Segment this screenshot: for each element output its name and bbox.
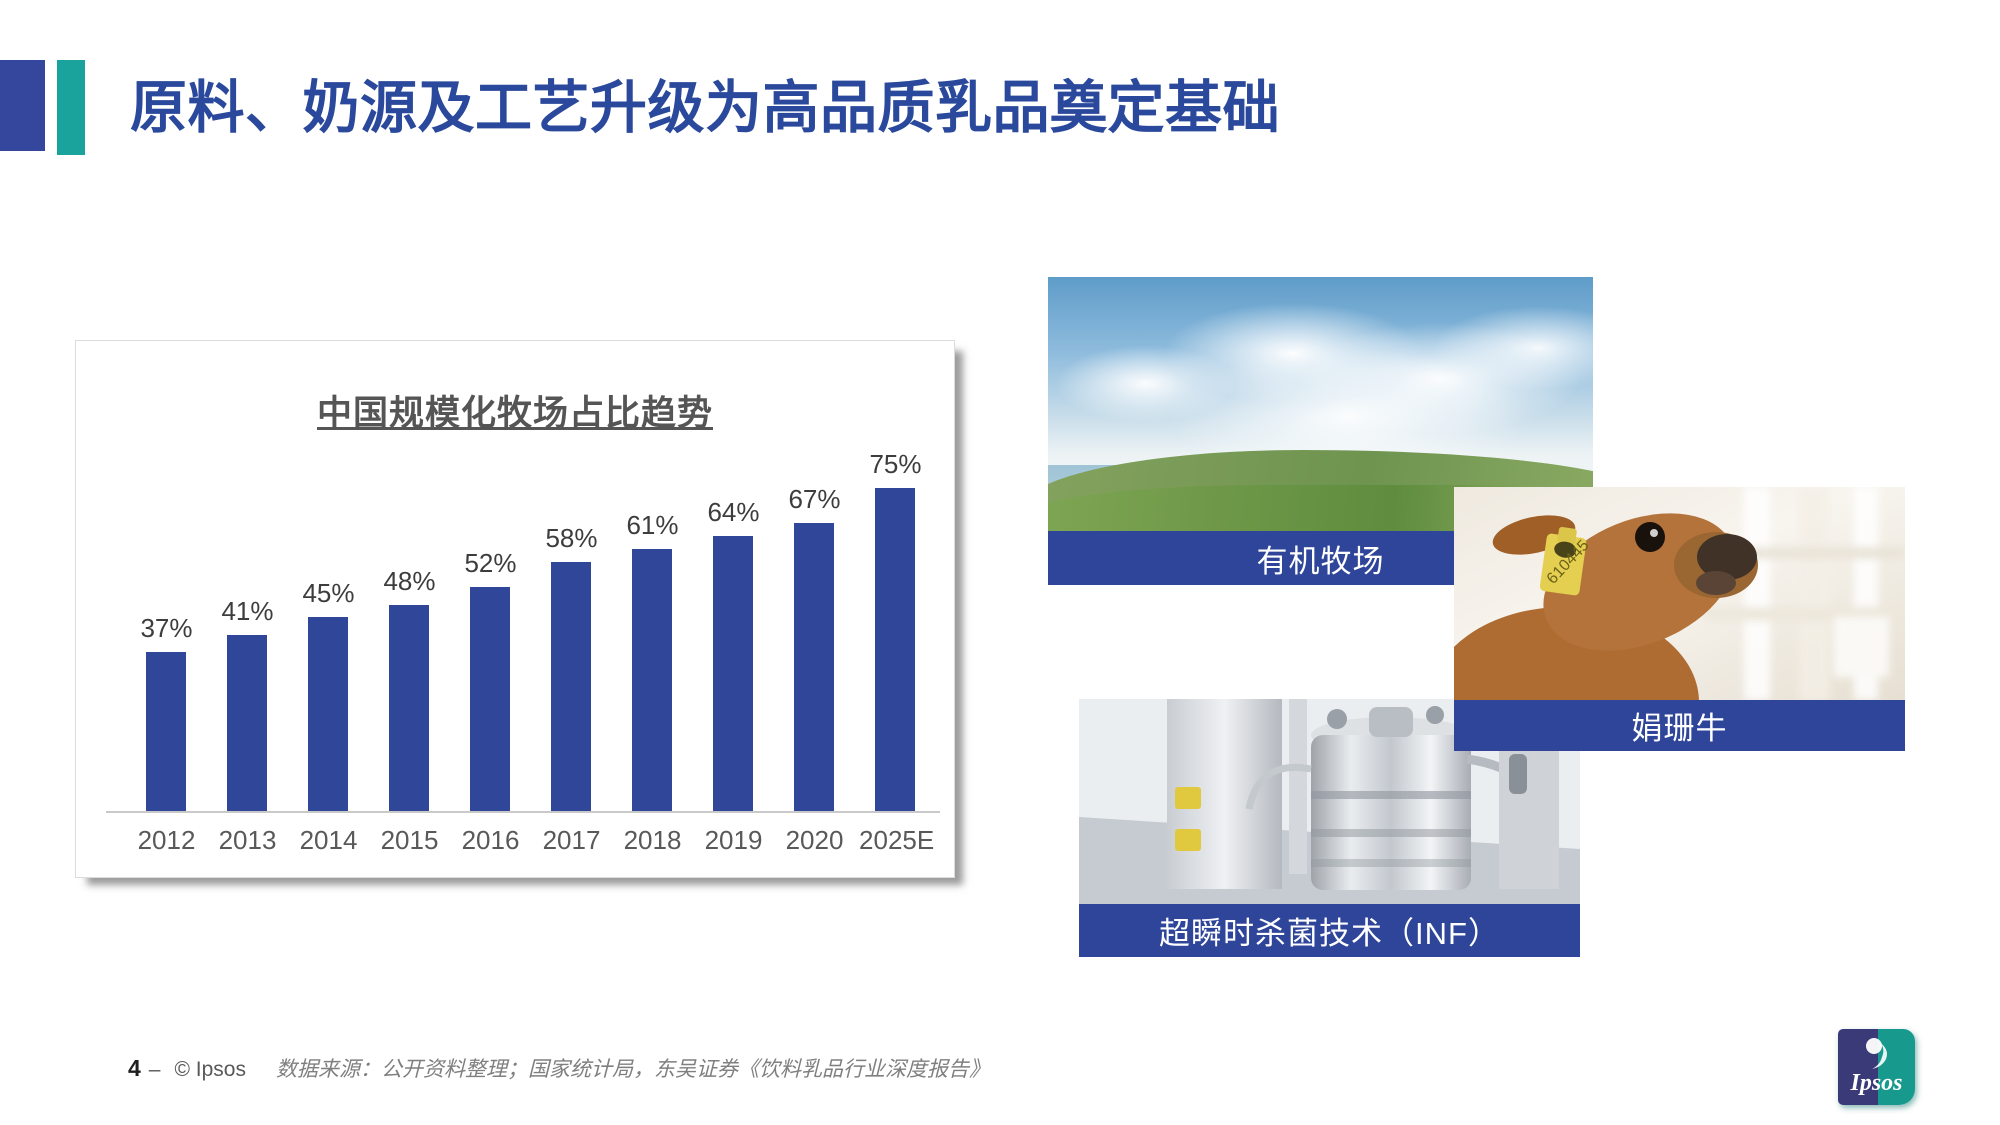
ipsos-logo: Ipsos [1838, 1029, 1915, 1105]
x-axis-label: 2025E [859, 825, 935, 855]
jersey-cow-image: 610445 [1454, 487, 1905, 700]
bar-value-label: 58% [545, 523, 598, 553]
footer: 4 – © Ipsos 数据来源：公开资料整理；国家统计局，东吴证券《饮料乳品行… [128, 1053, 990, 1083]
bar-value-label: 45% [302, 578, 355, 608]
chart-panel: 中国规模化牧场占比趋势 37% 41% 45% 48% 52% 58% 61% 64% 67% 7… [75, 340, 955, 878]
x-axis-label: 2013 [218, 825, 277, 855]
x-axis-label: 2018 [623, 825, 682, 855]
bar [470, 587, 511, 811]
bar [227, 635, 268, 811]
bar [794, 523, 835, 811]
x-axis-label: 2020 [785, 825, 844, 855]
photo-card-jersey-cow: 610445 娟珊牛 [1454, 487, 1905, 751]
bar-column: 52% [454, 548, 527, 811]
bar-column: 67% [778, 484, 851, 811]
photo-caption-jersey-cow: 娟珊牛 [1454, 700, 1905, 751]
page-number: 4 [128, 1055, 141, 1081]
bar-column: 58% [535, 523, 608, 811]
chart-title: 中国规模化牧场占比趋势 [316, 394, 713, 433]
copyright-text: © Ipsos [174, 1058, 246, 1081]
bar-value-label: 61% [626, 510, 679, 540]
accent-bar-teal [57, 60, 85, 155]
x-axis-labels: 2012 2013 2014 2015 2016 2017 2018 2019 2020 2025… [126, 825, 936, 856]
bar-column: 48% [373, 566, 446, 811]
x-axis-label: 2016 [461, 825, 520, 855]
x-axis-label: 2015 [380, 825, 439, 855]
bar [308, 617, 349, 811]
x-axis-line [106, 811, 940, 813]
bar [389, 605, 430, 811]
bar-column: 45% [292, 578, 365, 811]
bar [551, 562, 592, 811]
x-axis-label: 2012 [137, 825, 196, 855]
photo-caption-inf-machine: 超瞬时杀菌技术（INF） [1079, 904, 1580, 957]
ipsos-logo-text: Ipsos [1850, 1070, 1903, 1096]
bar-value-label: 48% [383, 566, 436, 596]
source-note: 数据来源：公开资料整理；国家统计局，东吴证券《饮料乳品行业深度报告》 [276, 1058, 990, 1081]
bar-plot: 37% 41% 45% 48% 52% 58% 61% 64% 67% 75% [126, 448, 936, 811]
bar-value-label: 37% [140, 613, 193, 643]
cow-illustration: 610445 [1454, 487, 1905, 700]
bar-value-label: 75% [869, 449, 922, 479]
x-axis-label: 2014 [299, 825, 358, 855]
x-axis-label: 2017 [542, 825, 601, 855]
bar-column: 41% [211, 596, 284, 811]
bar [713, 536, 754, 811]
bar [146, 652, 187, 811]
bar-column: 37% [130, 613, 203, 811]
page-title: 原料、奶源及工艺升级为高品质乳品奠定基础 [130, 76, 1280, 140]
page-separator: – [148, 1058, 161, 1081]
bar-column: 75% [859, 449, 932, 811]
bar-value-label: 41% [221, 596, 274, 626]
bar [875, 488, 916, 811]
bar-column: 61% [616, 510, 689, 811]
bar-value-label: 52% [464, 548, 517, 578]
x-axis-label: 2019 [704, 825, 763, 855]
bar [632, 549, 673, 811]
bar-column: 64% [697, 497, 770, 811]
bar-value-label: 64% [707, 497, 760, 527]
bar-value-label: 67% [788, 484, 841, 514]
ipsos-logo-glyph-icon [1866, 1038, 1887, 1069]
accent-bar-navy [0, 60, 45, 151]
